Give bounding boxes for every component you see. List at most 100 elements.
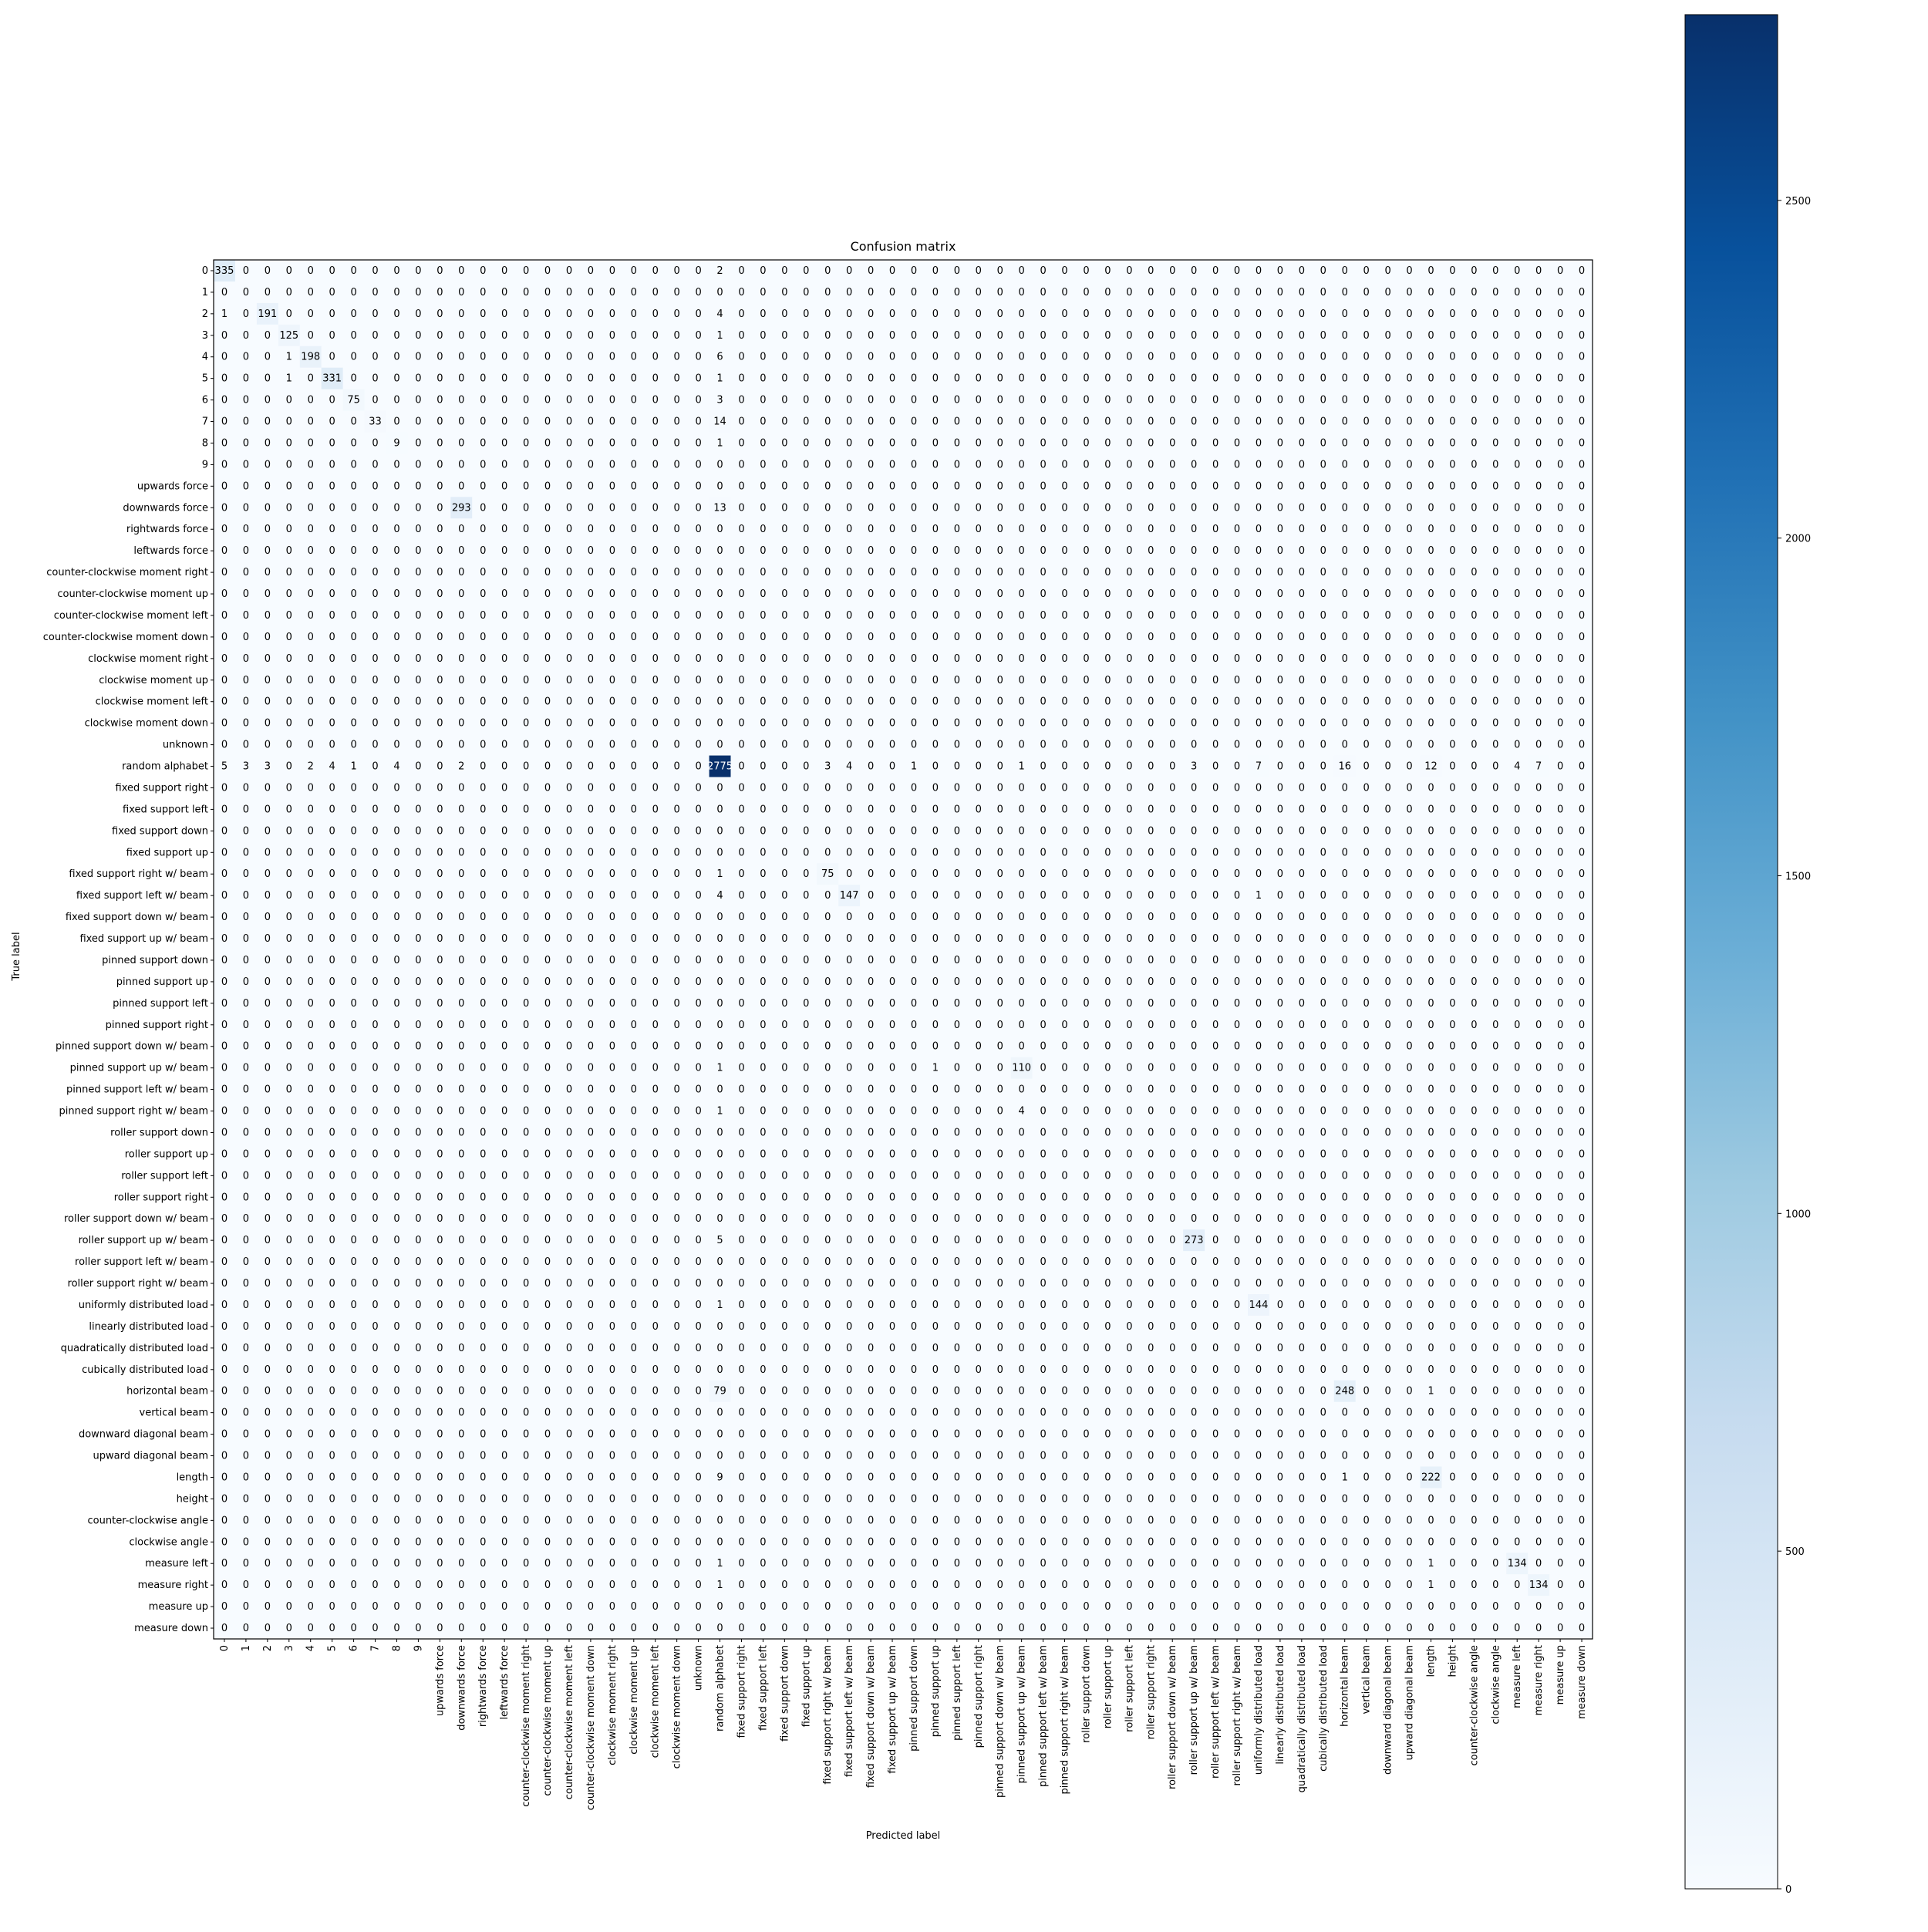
cell-value-label: 0 xyxy=(1449,480,1455,492)
cell-value-label: 0 xyxy=(954,287,960,298)
cell-value-label: 0 xyxy=(221,330,228,342)
cell-value-label: 0 xyxy=(523,480,529,492)
heatmap-cell xyxy=(1549,281,1572,304)
heatmap-cell xyxy=(989,302,1012,325)
cell-value-label: 0 xyxy=(221,395,228,406)
heatmap-cell xyxy=(1377,367,1399,390)
cell-value-label: 0 xyxy=(674,395,680,406)
cell-value-label: 0 xyxy=(954,309,960,320)
heatmap-cell xyxy=(1463,346,1485,369)
cell-value-label: 0 xyxy=(1299,352,1305,363)
cell-value-label: 0 xyxy=(1040,395,1046,406)
cell-value-label: 0 xyxy=(1299,309,1305,320)
cell-value-label: 0 xyxy=(1019,330,1025,342)
cell-value-label: 0 xyxy=(329,352,335,363)
cell-value-label: 0 xyxy=(1471,437,1477,449)
cell-value-label: 0 xyxy=(1557,309,1563,320)
heatmap-cell xyxy=(234,389,258,411)
heatmap-cells xyxy=(214,260,1593,1640)
cell-value-label: 0 xyxy=(889,502,895,514)
cell-value-label: 0 xyxy=(1471,352,1477,363)
cell-value-label: 0 xyxy=(1342,437,1348,449)
cell-value-label: 1 xyxy=(286,352,292,363)
cell-value-label: 0 xyxy=(1579,395,1585,406)
cell-value-label: 0 xyxy=(1212,395,1218,406)
heatmap-cell xyxy=(1290,346,1313,369)
cell-value-label: 0 xyxy=(265,545,271,557)
heatmap-cell xyxy=(299,260,322,282)
heatmap-cell xyxy=(1528,302,1550,325)
cell-value-label: 0 xyxy=(846,437,852,449)
heatmap-cell xyxy=(622,260,645,282)
cell-value-label: 0 xyxy=(566,524,572,535)
cell-value-label: 0 xyxy=(1212,545,1218,557)
cell-value-label: 0 xyxy=(1169,545,1175,557)
heatmap-cell xyxy=(1398,367,1421,390)
cell-value-label: 0 xyxy=(588,437,594,449)
cell-value-label: 0 xyxy=(308,395,314,406)
heatmap-cell xyxy=(666,367,689,390)
cell-value-label: 0 xyxy=(760,352,766,363)
heatmap-cell xyxy=(256,302,279,325)
heatmap-cell xyxy=(429,324,451,347)
cell-value-label: 0 xyxy=(781,287,787,298)
cell-value-label: 0 xyxy=(868,480,874,492)
cell-value-label: 0 xyxy=(393,265,399,277)
cell-value-label: 0 xyxy=(1191,352,1197,363)
heatmap-cell xyxy=(860,324,882,347)
cell-value-label: 0 xyxy=(1083,287,1089,298)
heatmap-cell xyxy=(622,389,645,411)
cell-value-label: 0 xyxy=(1256,416,1262,428)
cell-value-label: 0 xyxy=(436,502,443,514)
heatmap-cell xyxy=(817,302,839,325)
cell-value-label: 0 xyxy=(436,265,443,277)
cell-value-label: 0 xyxy=(1234,416,1240,428)
cell-value-label: 0 xyxy=(1083,265,1089,277)
cell-value-label: 0 xyxy=(932,287,939,298)
cell-value-label: 0 xyxy=(1514,416,1520,428)
cell-value-label: 0 xyxy=(889,330,895,342)
cell-value-label: 0 xyxy=(1212,524,1218,535)
cell-value-label: 0 xyxy=(393,330,399,342)
cell-value-label: 0 xyxy=(1061,524,1067,535)
heatmap-cell xyxy=(881,260,904,282)
cell-value-label: 0 xyxy=(265,287,271,298)
cell-value-label: 0 xyxy=(1212,459,1218,470)
cell-value-label: 0 xyxy=(889,545,895,557)
heatmap-cell xyxy=(234,281,258,304)
cell-value-label: 0 xyxy=(1083,352,1089,363)
cell-value-label: 0 xyxy=(329,524,335,535)
heatmap-cell xyxy=(1377,281,1399,304)
cell-value-label: 0 xyxy=(501,395,507,406)
cell-value-label: 0 xyxy=(609,459,615,470)
cell-value-label: 1 xyxy=(716,437,723,449)
heatmap-cell xyxy=(752,367,774,390)
cell-value-label: 0 xyxy=(436,330,443,342)
cell-value-label: 0 xyxy=(1212,287,1218,298)
cell-value-label: 0 xyxy=(716,287,723,298)
cell-value-label: 0 xyxy=(372,437,378,449)
heatmap-cell xyxy=(1032,302,1054,325)
cell-value-label: 0 xyxy=(1191,265,1197,277)
cell-value-label: 0 xyxy=(738,416,744,428)
cell-value-label: 0 xyxy=(243,373,249,385)
heatmap-cell xyxy=(1528,281,1550,304)
heatmap-cell xyxy=(1161,367,1184,390)
cell-value-label: 0 xyxy=(1449,524,1455,535)
cell-value-label: 0 xyxy=(1148,352,1154,363)
cell-value-label: 0 xyxy=(1320,459,1326,470)
cell-value-label: 0 xyxy=(824,373,831,385)
cell-value-label: 0 xyxy=(523,265,529,277)
heatmap-cell xyxy=(1248,324,1270,347)
cell-value-label: 0 xyxy=(760,459,766,470)
cell-value-label: 0 xyxy=(1363,395,1370,406)
heatmap-cell xyxy=(342,281,365,304)
cell-value-label: 0 xyxy=(760,287,766,298)
cell-value-label: 0 xyxy=(1384,545,1390,557)
cell-value-label: 0 xyxy=(1104,437,1111,449)
cell-value-label: 0 xyxy=(1061,352,1067,363)
cell-value-label: 0 xyxy=(1104,480,1111,492)
cell-value-label: 0 xyxy=(1342,416,1348,428)
cell-value-label: 0 xyxy=(976,265,982,277)
